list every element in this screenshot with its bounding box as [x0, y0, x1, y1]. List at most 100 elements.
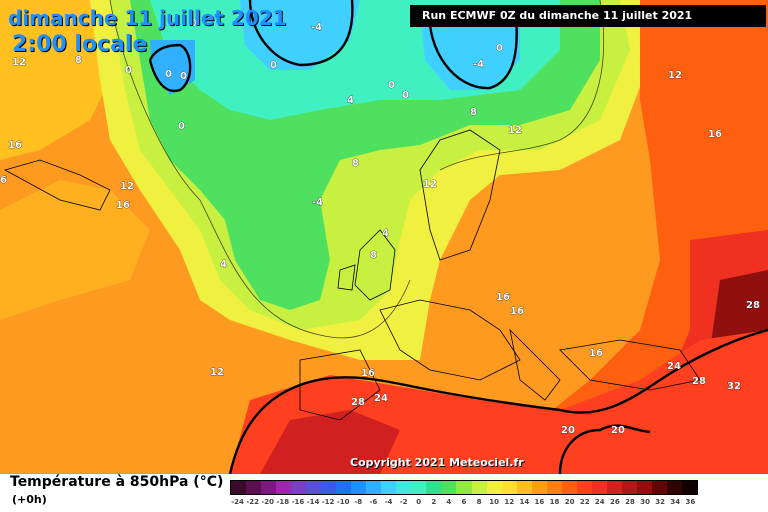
legend-value: -2 [399, 498, 408, 506]
map-label: 16 [496, 292, 510, 303]
legend-swatch [501, 481, 517, 494]
south-core [260, 410, 400, 474]
legend-value: 2 [431, 498, 437, 506]
legend-swatch [246, 481, 262, 494]
legend-swatch [441, 481, 457, 494]
legend-value: 14 [519, 498, 530, 506]
map-label: -4 [312, 197, 323, 208]
map-label: 0 [165, 69, 172, 80]
legend-value: 26 [610, 498, 620, 506]
legend-swatch [456, 481, 472, 494]
legend-swatch [651, 481, 667, 494]
map-label: 20 [561, 425, 575, 436]
legend-swatch [396, 481, 412, 494]
legend-value: 20 [564, 498, 575, 506]
map-label: 12 [668, 70, 682, 81]
legend-value: 36 [685, 498, 696, 506]
legend-value: 24 [594, 498, 605, 506]
legend-value: -8 [354, 498, 363, 506]
forecast-offset: (+0h) [12, 493, 47, 506]
legend-swatch [621, 481, 637, 494]
legend-value: -18 [276, 498, 290, 506]
map-label: 28 [746, 300, 760, 311]
legend-value: -24 [231, 498, 244, 506]
map-label: 4 [220, 259, 227, 270]
legend-swatch [666, 481, 682, 494]
map-label: 4 [382, 228, 389, 239]
legend-swatch [366, 481, 382, 494]
map-label: 20 [611, 425, 625, 436]
coastlines [3, 129, 701, 421]
map-label: 0 [125, 65, 132, 76]
atlantic-yellow-band [0, 180, 150, 320]
legend-value: -22 [246, 498, 259, 506]
map-label: 28 [351, 397, 365, 408]
legend-swatch [261, 481, 277, 494]
legend-swatch [426, 481, 442, 494]
map-label: 8 [470, 107, 477, 118]
map-label: 12 [210, 367, 224, 378]
color-scale-legend [230, 480, 698, 495]
legend-value: -6 [369, 498, 378, 506]
map-label: 12 [423, 179, 437, 190]
legend-value: 28 [625, 498, 635, 506]
time-title: 2:00 locale [12, 32, 148, 57]
map-label: 28 [692, 376, 706, 387]
map-label: 16 [116, 200, 130, 211]
map-label: 16 [8, 140, 22, 151]
legend-swatch [591, 481, 607, 494]
parameter-title: Température à 850hPa (°C) [10, 474, 224, 490]
legend-swatch [471, 481, 487, 494]
legend-value: 8 [476, 498, 482, 506]
legend-value: 22 [579, 498, 590, 506]
legend-swatch [546, 481, 562, 494]
legend-swatch [636, 481, 652, 494]
legend-swatch [411, 481, 427, 494]
legend-value: -14 [306, 498, 320, 506]
legend-swatch [516, 481, 532, 494]
map-label: 12 [508, 125, 522, 136]
legend-value: 16 [534, 498, 545, 506]
map-label: 0 [388, 80, 395, 91]
map-svg: 12 8 0 0 0 0 -4 0 0 0 4 0 -4 0 12 16 16 … [0, 0, 768, 474]
legend-value: -16 [291, 498, 305, 506]
legend-value: -12 [321, 498, 335, 506]
legend-value: 30 [640, 498, 650, 506]
map-label: 6 [0, 175, 7, 186]
temperature-map: 12 8 0 0 0 0 -4 0 0 0 4 0 -4 0 12 16 16 … [0, 0, 768, 474]
legend-value: 18 [549, 498, 560, 506]
legend-swatch [576, 481, 592, 494]
legend-value: 0 [416, 498, 422, 506]
map-label: 4 [347, 95, 354, 106]
legend-swatch [321, 481, 337, 494]
legend-value: -20 [261, 498, 275, 506]
map-label: 0 [496, 43, 503, 54]
cold-core-north [240, 0, 360, 70]
contours [148, 0, 768, 474]
legend-value: 34 [670, 498, 681, 506]
map-label: 16 [708, 129, 722, 140]
map-label: -4 [473, 59, 484, 70]
map-label: 16 [361, 368, 375, 379]
map-label: 0 [402, 90, 409, 101]
map-label: 12 [120, 181, 134, 192]
map-label: 16 [589, 348, 603, 359]
legend-swatch [351, 481, 367, 494]
map-label: 32 [727, 381, 741, 392]
map-label: 0 [178, 121, 185, 132]
map-label: -4 [311, 22, 322, 33]
cold-core-east [420, 10, 520, 90]
copyright-text: Copyright 2021 Meteociel.fr [350, 456, 524, 469]
map-label: 8 [75, 55, 82, 66]
legend-swatch [486, 481, 502, 494]
legend-swatch [531, 481, 547, 494]
map-label: 16 [510, 306, 524, 317]
legend-swatch [606, 481, 622, 494]
legend-swatch [306, 481, 322, 494]
legend-value: -4 [384, 498, 393, 506]
cold-core-west [150, 40, 195, 95]
legend-swatch [561, 481, 577, 494]
date-title: dimanche 11 juillet 2021 [8, 6, 287, 30]
map-label: 24 [667, 361, 681, 372]
legend-value: 6 [461, 498, 467, 506]
